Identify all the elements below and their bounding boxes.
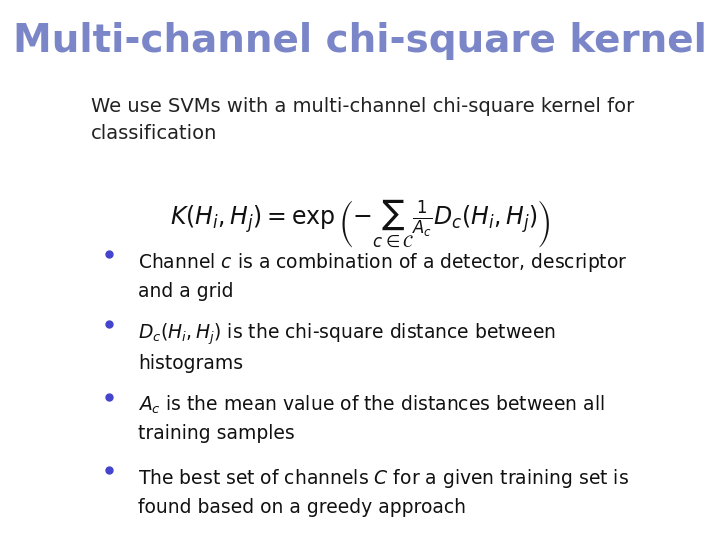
Text: $K(H_i, H_j) = \exp\left(- \sum_{c \in \mathcal{C}} \frac{1}{A_c} D_c(H_i, H_j)\: $K(H_i, H_j) = \exp\left(- \sum_{c \in \… [170,197,550,249]
Text: $A_c$ is the mean value of the distances between all
training samples: $A_c$ is the mean value of the distances… [138,394,605,443]
Text: Multi-channel chi-square kernel: Multi-channel chi-square kernel [13,22,707,59]
Text: We use SVMs with a multi-channel chi-square kernel for
classification: We use SVMs with a multi-channel chi-squ… [91,97,634,143]
Text: The best set of channels $C$ for a given training set is
found based on a greedy: The best set of channels $C$ for a given… [138,467,629,517]
Text: Channel $c$ is a combination of a detector, descriptor
and a grid: Channel $c$ is a combination of a detect… [138,251,628,301]
Text: $D_c(H_i, H_j)$ is the chi-square distance between
histograms: $D_c(H_i, H_j)$ is the chi-square distan… [138,321,556,373]
